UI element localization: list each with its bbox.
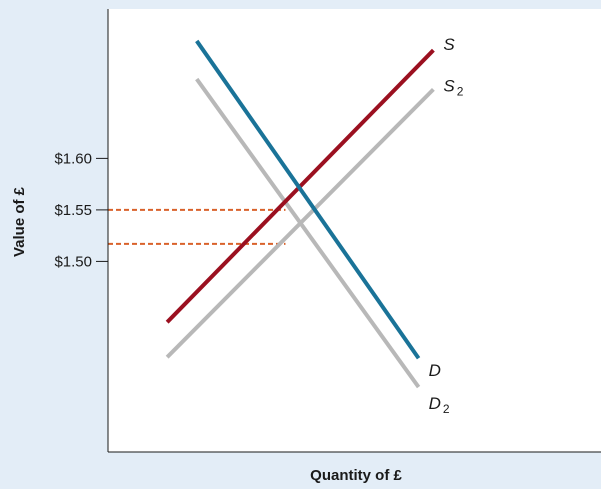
y-tick-label: $1.50 [54, 253, 92, 270]
series-lines [165, 39, 435, 389]
reference-lines [108, 208, 286, 245]
y-ticks: $1.60 $1.55 $1.50 [54, 150, 108, 270]
curve-label-d: D [429, 361, 441, 380]
y-tick-label: $1.55 [54, 202, 92, 219]
y-axis-title: Value of £ [11, 186, 28, 257]
curve-label-s: S [443, 35, 455, 54]
y-tick-label: $1.60 [54, 150, 92, 167]
curve-labels: S S 2 D D 2 [429, 35, 464, 416]
x-axis-title: Quantity of £ [310, 467, 402, 484]
series-line-d2 [195, 77, 421, 389]
plot-area [108, 9, 601, 452]
series-line-d [195, 39, 421, 360]
